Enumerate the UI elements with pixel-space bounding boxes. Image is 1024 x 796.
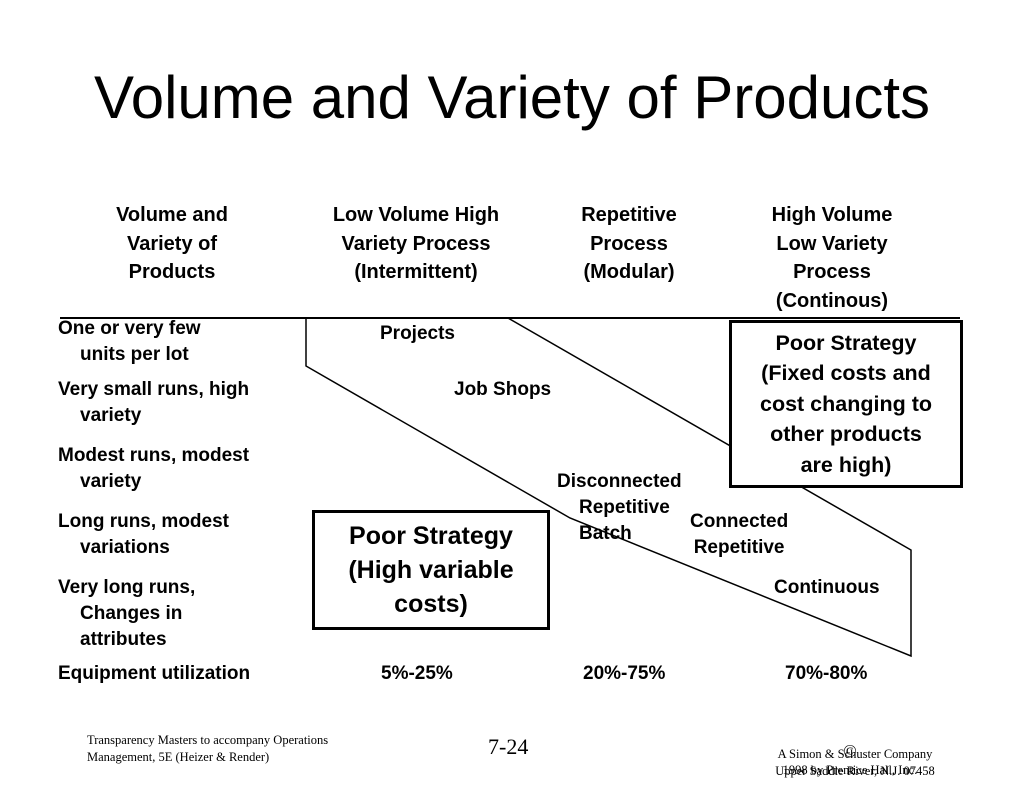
- row-label-modest-runs: Modest runs, modest variety: [58, 445, 250, 492]
- label-continuous: Continuous: [774, 577, 880, 598]
- label-job-shops: Job Shops: [454, 379, 552, 400]
- header-repetitive: Repetitive Process (Modular): [581, 204, 677, 283]
- equipment-utilization-mid: 20%-75%: [583, 663, 666, 684]
- header-volume-variety: Volume and Variety of Products: [116, 204, 228, 283]
- header-high-volume: High Volume Low Variety Process (Contino…: [771, 204, 893, 312]
- footer-publisher: A Simon & Schuster Company Upper Saddle …: [775, 747, 935, 778]
- label-connected-repetitive: Connected Repetitive: [690, 511, 789, 558]
- slide-title: Volume and Variety of Products: [93, 64, 930, 131]
- row-label-small-runs: Very small runs, high variety: [58, 379, 250, 426]
- poor-strategy-variable-costs-box: Poor Strategy (High variable costs): [312, 510, 550, 630]
- row-label-few-units: One or very few units per lot: [58, 318, 201, 365]
- label-projects: Projects: [380, 323, 455, 344]
- copyright-symbol: ©: [843, 741, 857, 761]
- row-label-very-long-runs: Very long runs, Changes in attributes: [58, 577, 196, 650]
- header-low-volume: Low Volume High Variety Process (Intermi…: [332, 204, 500, 283]
- equipment-utilization-low: 5%-25%: [381, 663, 453, 684]
- footer-source: Transparency Masters to accompany Operat…: [87, 733, 329, 764]
- equipment-utilization-label: Equipment utilization: [58, 663, 251, 684]
- copyright-text: 1998 by Prentice Hall, Inc.: [782, 763, 918, 777]
- footer-copyright: © 1998 by Prentice Hall, Inc.: [760, 726, 940, 779]
- equipment-utilization-high: 70%-80%: [785, 663, 868, 684]
- label-disconnected-repetitive: Disconnected Repetitive Batch: [557, 443, 717, 573]
- page-number: 7-24: [488, 734, 529, 759]
- label-disconnected-repetitive-text: Disconnected Repetitive Batch: [557, 471, 682, 544]
- process-band: [305, 317, 912, 658]
- row-label-long-runs: Long runs, modest variations: [58, 511, 229, 558]
- poor-strategy-fixed-costs-box: Poor Strategy (Fixed costs and cost chan…: [729, 320, 963, 488]
